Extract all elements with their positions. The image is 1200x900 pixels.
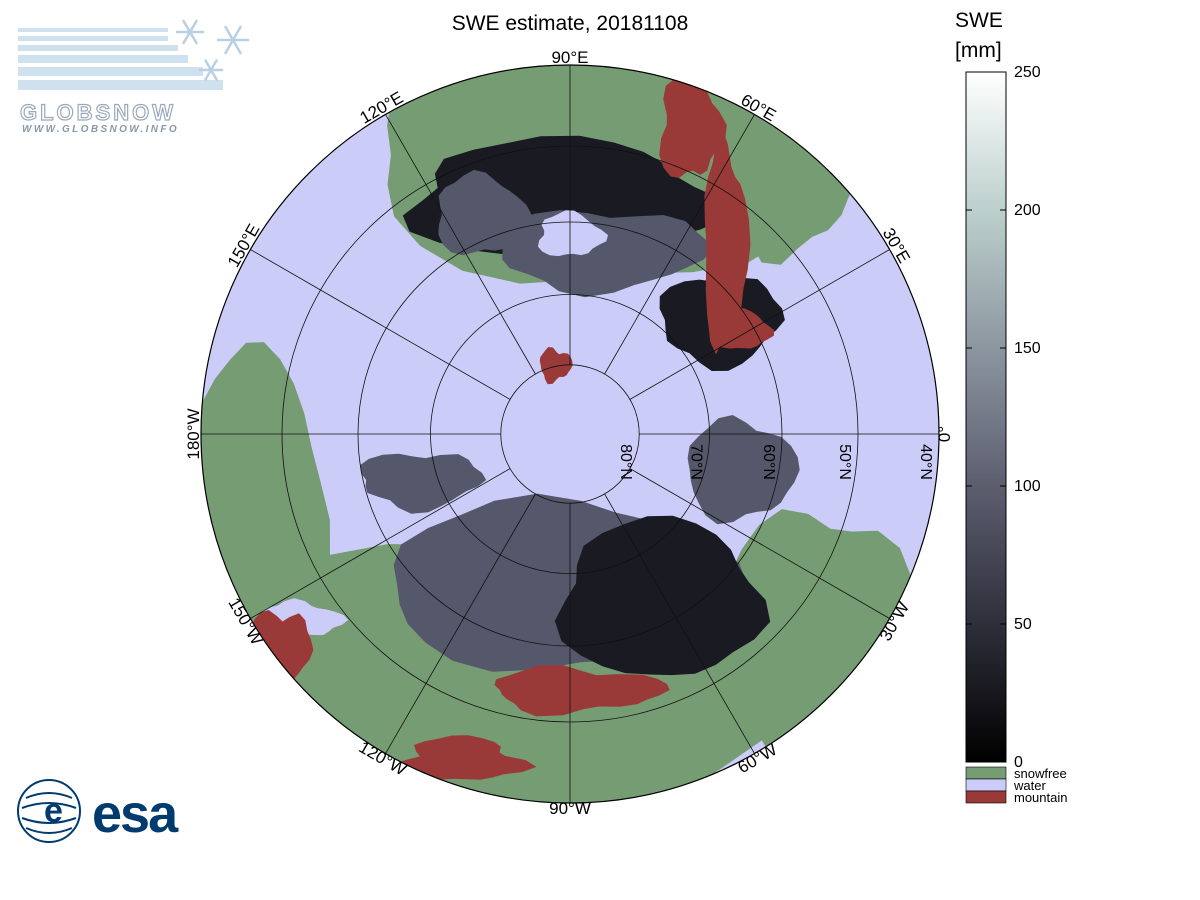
colorbar-title-unit: [mm] — [955, 39, 1002, 62]
meridian-label: 180°W — [184, 408, 203, 459]
meridian-label: 90°E — [551, 48, 588, 67]
colorbar-tick-label: 200 — [1014, 202, 1041, 219]
meridian-line — [385, 114, 536, 375]
figure-title: SWE estimate, 20181108 — [451, 12, 689, 35]
meridian-line — [385, 493, 536, 754]
mountains-coast-range — [659, 65, 727, 178]
hudson-bay — [537, 210, 608, 257]
legend-label: water — [1013, 778, 1046, 793]
parallel-labels: 80°N 70°N 60°N 50°N 40°N — [617, 444, 934, 480]
snowcover-scandinavia — [360, 453, 487, 514]
greenland-ice — [422, 291, 543, 393]
esa-logo: e esa — [17, 779, 181, 844]
mountains-himalaya — [388, 735, 537, 780]
mountains-ellesmere — [539, 347, 573, 385]
colorbar-title: SWE [mm] — [955, 6, 1025, 66]
globsnow-url: WWW.GLOBSNOW.INFO — [22, 124, 180, 135]
colorbar-tick-label: 0 — [1014, 754, 1023, 771]
parallel-label: 60°N — [760, 444, 777, 480]
legend-swatch — [965, 766, 1007, 780]
meridian-line — [629, 468, 890, 619]
map-border — [200, 64, 940, 804]
svg-text:esa: esa — [92, 784, 179, 844]
snowcover-chukotka — [687, 415, 800, 525]
parallel-label: 50°N — [836, 444, 853, 480]
snowcover-east-siberia — [554, 515, 771, 676]
graticule — [201, 65, 939, 803]
meridian-line — [250, 468, 511, 619]
legend-label: snowfree — [1014, 766, 1067, 781]
meridian-line — [250, 249, 511, 400]
meridian-label: 0° — [935, 426, 954, 442]
meridian-label: 90°W — [549, 799, 591, 818]
svg-text:GLOBSNOW: GLOBSNOW — [20, 100, 176, 125]
mountains-rockies — [704, 128, 751, 355]
colorbar-tick-label: 50 — [1014, 616, 1032, 633]
legend-swatch — [965, 790, 1007, 804]
colorbar-gradient — [965, 71, 1007, 763]
colorbar-title-swe: SWE — [955, 9, 1003, 32]
meridian-line — [604, 114, 755, 375]
legend-label: mountain — [1014, 790, 1067, 805]
snowcover-baffin — [438, 169, 532, 256]
colorbar-tick-label: 100 — [1014, 478, 1041, 495]
mountains-central-asia — [494, 665, 670, 717]
globsnow-logo: GLOBSNOW — [18, 19, 250, 126]
parallel-label: 70°N — [687, 444, 704, 480]
colorbar-tick-label: 250 — [1014, 64, 1041, 81]
legend-swatch — [965, 778, 1007, 792]
meridian-line — [604, 493, 755, 754]
parallel-label: 40°N — [917, 444, 934, 480]
svg-text:e: e — [44, 792, 63, 830]
parallel-label: 80°N — [617, 444, 634, 480]
colorbar-ticks: 0 50 100 150 200 250 — [966, 64, 1041, 771]
meridian-line — [629, 249, 890, 400]
colorbar-tick-label: 150 — [1014, 340, 1041, 357]
